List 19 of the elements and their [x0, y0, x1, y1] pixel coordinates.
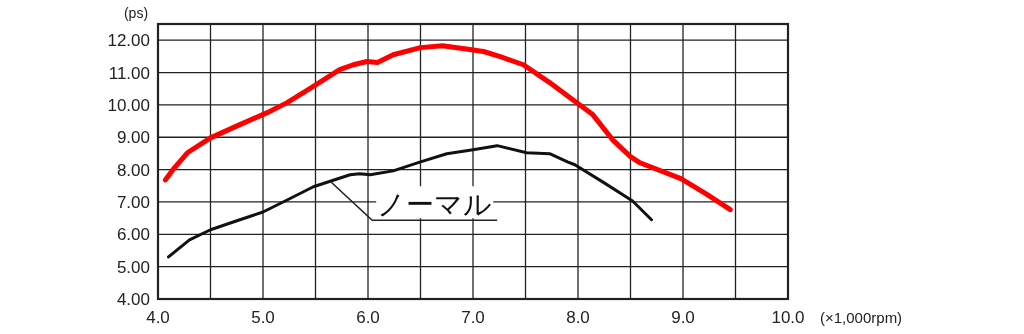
x-tick-label: 10.0 [771, 308, 805, 327]
annotation: ノーマル [377, 189, 493, 221]
y-tick-label: 4.00 [116, 290, 150, 309]
y-axis-title: (ps) [123, 5, 149, 21]
y-tick-label: 11.00 [108, 63, 150, 83]
x-tick-label: 6.0 [356, 308, 380, 327]
x-tick-label: 8.0 [566, 308, 590, 327]
y-tick-label: 10.00 [107, 95, 150, 115]
x-axis-title: (×1,000rpm) [820, 309, 903, 326]
y-tick-label: 12.00 [107, 31, 150, 51]
y-tick-label: 5.00 [116, 257, 150, 277]
y-tick-label: 9.00 [116, 128, 150, 148]
y-tick-label: 7.00 [116, 192, 150, 212]
x-tick-label: 4.0 [146, 308, 170, 327]
x-tick-label: 7.0 [461, 308, 485, 327]
x-tick-label: 9.0 [671, 308, 695, 327]
y-tick-label: 8.00 [116, 160, 150, 180]
y-tick-label: 6.00 [116, 225, 150, 245]
x-tick-label: 5.0 [251, 308, 275, 327]
